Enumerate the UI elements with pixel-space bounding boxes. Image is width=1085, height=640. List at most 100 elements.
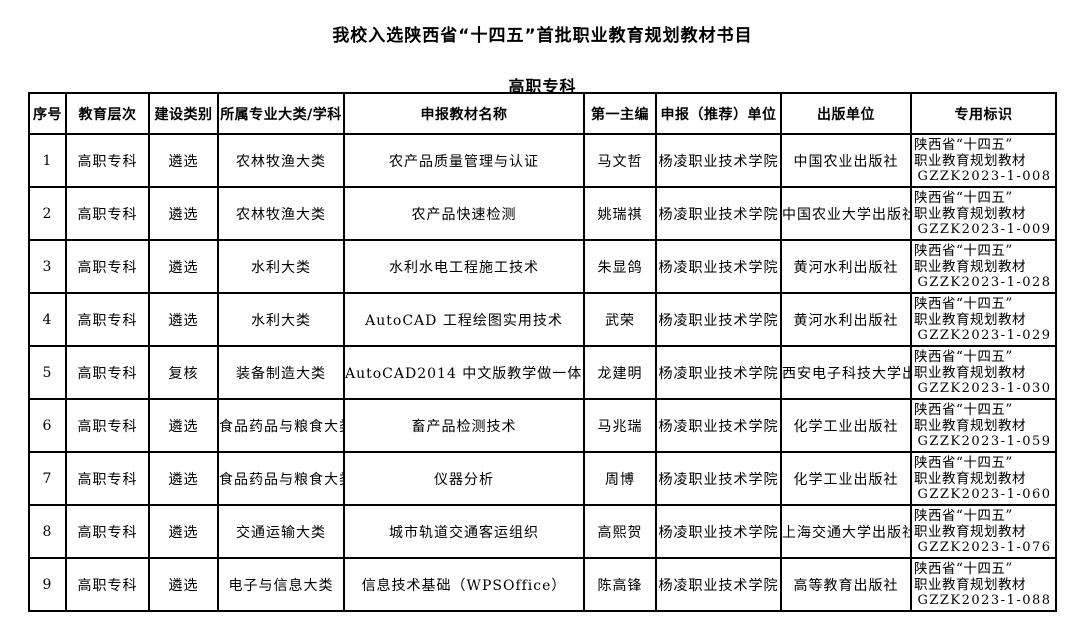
cell-serial: 5 [28, 345, 67, 400]
cell-publisher: 上海交通大学出版社 [780, 504, 912, 559]
cell-applying-unit: 杨凌职业技术学院 [655, 504, 782, 559]
special-mark-region: 陕西省“十四五” [914, 136, 1013, 153]
cell-textbook-name: 畜产品检测技术 [343, 398, 585, 453]
cell-applying-unit: 杨凌职业技术学院 [655, 557, 782, 612]
special-mark-region: 陕西省“十四五” [914, 189, 1013, 206]
cell-publisher: 西安电子科技大学出版社 [780, 345, 912, 400]
cell-special-mark: 陕西省“十四五” 职业教育规划教材 GZZK2023-1-030 [910, 345, 1057, 400]
textbook-catalog-table: 序号 教育层次 建设类别 所属专业大类/学科 申报教材名称 第一主编 申报（推荐… [28, 92, 1057, 612]
cell-first-editor: 高熙贺 [583, 504, 657, 559]
cell-construction-type: 遴选 [148, 186, 219, 241]
cell-education-level: 高职专科 [65, 186, 150, 241]
table-row: 4 高职专科 遴选 水利大类 AutoCAD 工程绘图实用技术 武荣 杨凌职业技术学院 黄河水… [28, 292, 1057, 347]
cell-special-mark: 陕西省“十四五” 职业教育规划教材 GZZK2023-1-088 [910, 557, 1057, 612]
page-subtitle: 高职专科 [508, 77, 577, 96]
cell-first-editor: 姚瑞祺 [583, 186, 657, 241]
cell-major-category: 水利大类 [217, 239, 345, 294]
column-header-construction-type: 建设类别 [148, 92, 219, 135]
special-mark-code: GZZK2023-1-028 [917, 274, 1052, 290]
cell-major-category: 农林牧渔大类 [217, 133, 345, 188]
column-header-applying-unit: 申报（推荐）单位 [655, 92, 782, 135]
cell-applying-unit: 杨凌职业技术学院 [655, 186, 782, 241]
table-row: 9 高职专科 遴选 电子与信息大类 信息技术基础（WPSOffice） 陈高锋 杨凌职业技术… [28, 557, 1057, 612]
special-mark-series: 职业教育规划教材 [914, 152, 1026, 169]
cell-serial: 3 [28, 239, 67, 294]
table-row: 1 高职专科 遴选 农林牧渔大类 农产品质量管理与认证 马文哲 杨凌职业技术学院 中国农业出版… [28, 133, 1057, 188]
cell-special-mark: 陕西省“十四五” 职业教育规划教材 GZZK2023-1-076 [910, 504, 1057, 559]
cell-first-editor: 武荣 [583, 292, 657, 347]
column-header-major-category: 所属专业大类/学科 [217, 92, 345, 135]
cell-first-editor: 朱显鸽 [583, 239, 657, 294]
special-mark-code: GZZK2023-1-059 [917, 433, 1052, 449]
cell-publisher: 化学工业出版社 [780, 451, 912, 506]
column-header-first-editor: 第一主编 [583, 92, 657, 135]
cell-textbook-name: 水利水电工程施工技术 [343, 239, 585, 294]
cell-education-level: 高职专科 [65, 398, 150, 453]
cell-major-category: 农林牧渔大类 [217, 186, 345, 241]
column-header-publisher: 出版单位 [780, 92, 912, 135]
table-row: 7 高职专科 遴选 食品药品与粮食大类 仪器分析 周博 杨凌职业技术学院 化学工业出版社 陕西省… [28, 451, 1057, 506]
special-mark-series: 职业教育规划教材 [914, 258, 1026, 275]
cell-major-category: 电子与信息大类 [217, 557, 345, 612]
special-mark-series: 职业教育规划教材 [914, 523, 1026, 540]
cell-construction-type: 遴选 [148, 451, 219, 506]
cell-major-category: 水利大类 [217, 292, 345, 347]
cell-publisher: 黄河水利出版社 [780, 292, 912, 347]
cell-education-level: 高职专科 [65, 239, 150, 294]
cell-construction-type: 复核 [148, 345, 219, 400]
special-mark-code: GZZK2023-1-088 [917, 592, 1052, 608]
cell-serial: 6 [28, 398, 67, 453]
cell-publisher: 高等教育出版社 [780, 557, 912, 612]
cell-first-editor: 马兆瑞 [583, 398, 657, 453]
cell-textbook-name: 农产品质量管理与认证 [343, 133, 585, 188]
special-mark-code: GZZK2023-1-029 [917, 327, 1052, 343]
special-mark-region: 陕西省“十四五” [914, 560, 1013, 577]
special-mark-region: 陕西省“十四五” [914, 507, 1013, 524]
cell-serial: 8 [28, 504, 67, 559]
cell-serial: 1 [28, 133, 67, 188]
special-mark-region: 陕西省“十四五” [914, 242, 1013, 259]
cell-construction-type: 遴选 [148, 398, 219, 453]
cell-education-level: 高职专科 [65, 292, 150, 347]
cell-major-category: 食品药品与粮食大类 [217, 451, 345, 506]
special-mark-series: 职业教育规划教材 [914, 205, 1026, 222]
cell-serial: 7 [28, 451, 67, 506]
special-mark-code: GZZK2023-1-009 [917, 221, 1052, 237]
cell-major-category: 交通运输大类 [217, 504, 345, 559]
table-row: 6 高职专科 遴选 食品药品与粮食大类 畜产品检测技术 马兆瑞 杨凌职业技术学院 化学工业出版… [28, 398, 1057, 453]
cell-first-editor: 周博 [583, 451, 657, 506]
cell-publisher: 中国农业大学出版社 [780, 186, 912, 241]
special-mark-series: 职业教育规划教材 [914, 576, 1026, 593]
cell-serial: 4 [28, 292, 67, 347]
special-mark-region: 陕西省“十四五” [914, 295, 1013, 312]
cell-applying-unit: 杨凌职业技术学院 [655, 239, 782, 294]
special-mark-code: GZZK2023-1-060 [917, 486, 1052, 502]
special-mark-series: 职业教育规划教材 [914, 470, 1026, 487]
cell-first-editor: 陈高锋 [583, 557, 657, 612]
cell-textbook-name: AutoCAD2014 中文版教学做一体化教程 [343, 345, 585, 400]
table-body: 1 高职专科 遴选 农林牧渔大类 农产品质量管理与认证 马文哲 杨凌职业技术学院 中国农业出版… [28, 133, 1057, 612]
cell-applying-unit: 杨凌职业技术学院 [655, 345, 782, 400]
special-mark-code: GZZK2023-1-076 [917, 539, 1052, 555]
cell-special-mark: 陕西省“十四五” 职业教育规划教材 GZZK2023-1-060 [910, 451, 1057, 506]
cell-education-level: 高职专科 [65, 133, 150, 188]
cell-construction-type: 遴选 [148, 557, 219, 612]
special-mark-code: GZZK2023-1-030 [917, 380, 1052, 396]
cell-applying-unit: 杨凌职业技术学院 [655, 133, 782, 188]
cell-serial: 2 [28, 186, 67, 241]
column-header-special-mark: 专用标识 [910, 92, 1057, 135]
cell-serial: 9 [28, 557, 67, 612]
cell-construction-type: 遴选 [148, 133, 219, 188]
cell-textbook-name: 仪器分析 [343, 451, 585, 506]
cell-first-editor: 马文哲 [583, 133, 657, 188]
cell-special-mark: 陕西省“十四五” 职业教育规划教材 GZZK2023-1-028 [910, 239, 1057, 294]
cell-textbook-name: 城市轨道交通客运组织 [343, 504, 585, 559]
cell-education-level: 高职专科 [65, 504, 150, 559]
special-mark-region: 陕西省“十四五” [914, 348, 1013, 365]
cell-applying-unit: 杨凌职业技术学院 [655, 451, 782, 506]
column-header-education-level: 教育层次 [65, 92, 150, 135]
cell-first-editor: 龙建明 [583, 345, 657, 400]
table-row: 8 高职专科 遴选 交通运输大类 城市轨道交通客运组织 高熙贺 杨凌职业技术学院 上海交通大学… [28, 504, 1057, 559]
cell-special-mark: 陕西省“十四五” 职业教育规划教材 GZZK2023-1-059 [910, 398, 1057, 453]
